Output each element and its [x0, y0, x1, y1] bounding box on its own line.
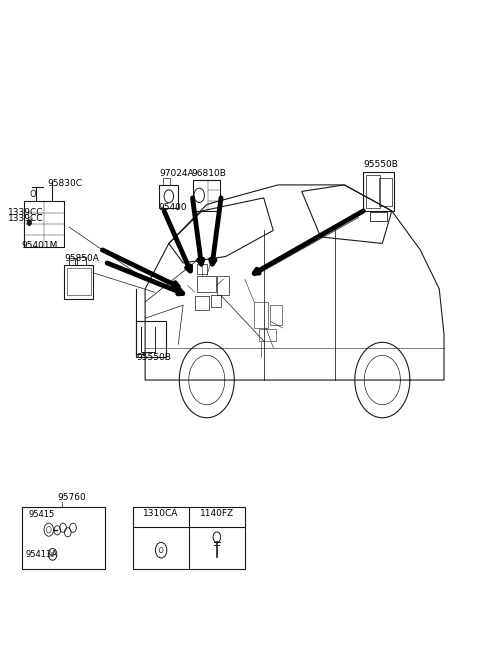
Bar	[67, 268, 91, 295]
Text: 1140FZ: 1140FZ	[200, 509, 234, 518]
Text: 97024A: 97024A	[159, 169, 194, 178]
Text: 95401M: 95401M	[22, 241, 58, 250]
Circle shape	[27, 220, 31, 225]
Text: 95830C: 95830C	[48, 179, 83, 188]
Text: 95850A: 95850A	[64, 254, 99, 263]
Bar	[77, 257, 86, 265]
Bar	[22, 507, 105, 569]
Bar	[24, 201, 64, 247]
Bar	[259, 329, 276, 341]
Bar	[195, 296, 209, 310]
Text: 95415: 95415	[29, 510, 55, 519]
Bar	[371, 213, 387, 220]
Text: 95413A: 95413A	[25, 550, 58, 559]
Bar	[197, 264, 207, 274]
Bar	[163, 178, 170, 185]
Text: 1339CC: 1339CC	[8, 215, 43, 223]
Bar	[379, 178, 392, 206]
Bar	[217, 276, 229, 295]
Text: 1310CA: 1310CA	[144, 509, 179, 518]
Text: 1339CC: 1339CC	[8, 209, 43, 217]
Text: 95400: 95400	[158, 203, 187, 213]
Text: 96810B: 96810B	[192, 169, 227, 178]
Bar	[197, 276, 216, 292]
Bar	[366, 175, 380, 208]
Bar	[211, 295, 221, 306]
Bar	[69, 258, 75, 265]
Bar	[136, 321, 167, 358]
Bar	[192, 180, 220, 211]
Text: 95550B: 95550B	[363, 159, 398, 169]
Bar	[159, 185, 179, 208]
Bar	[133, 507, 245, 569]
Bar	[270, 305, 282, 325]
Text: 95760: 95760	[57, 493, 86, 502]
Bar	[254, 302, 268, 328]
Bar	[363, 172, 394, 211]
Text: 95550B: 95550B	[137, 353, 171, 362]
Bar	[64, 265, 93, 298]
